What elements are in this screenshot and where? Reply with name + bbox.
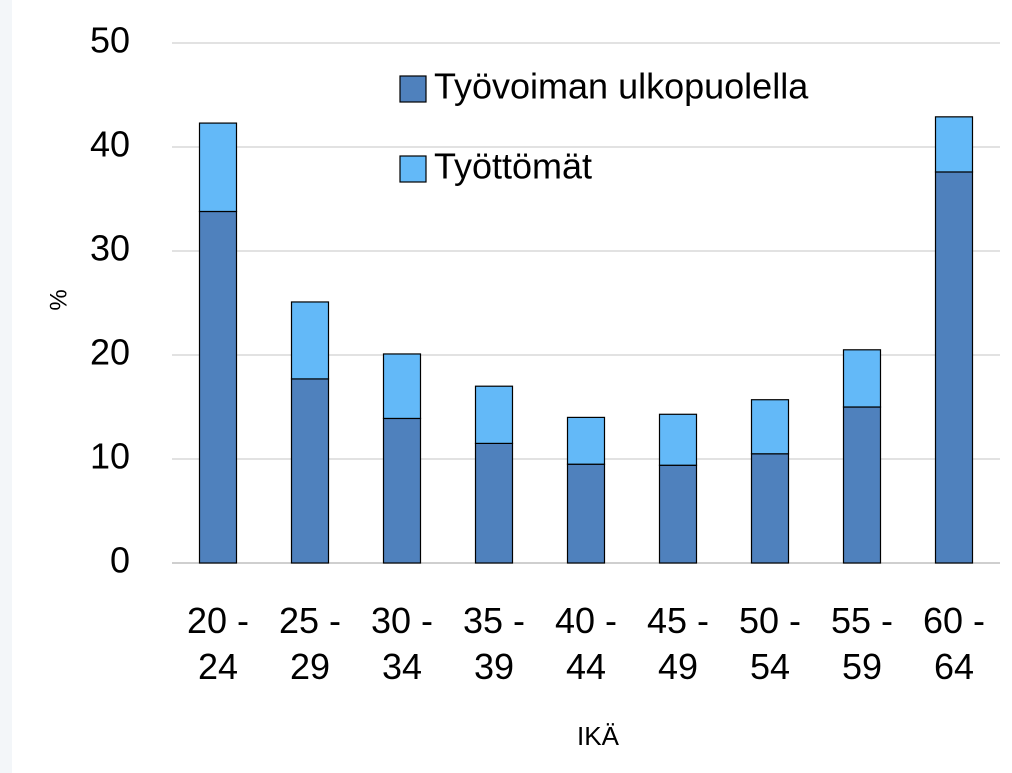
bar-segment xyxy=(290,378,330,564)
bar-segment xyxy=(382,353,422,420)
y-tick-label: 50 xyxy=(90,20,130,61)
bar-segment xyxy=(842,406,882,564)
x-tick-label: 55 - 59 xyxy=(830,600,894,687)
bar-segment xyxy=(750,399,790,455)
y-tick-label: 20 xyxy=(90,332,130,373)
y-tick-label: 30 xyxy=(90,228,130,269)
bar-segment xyxy=(382,417,422,564)
bar-segment xyxy=(842,349,882,408)
bar-segment xyxy=(658,413,698,466)
legend-swatch xyxy=(399,155,427,183)
bar-segment xyxy=(566,463,606,564)
legend-label: Työvoiman ulkopuolella xyxy=(434,66,809,107)
bar-segment xyxy=(750,453,790,564)
x-tick-label: 50 - 54 xyxy=(738,600,802,687)
bar-segment xyxy=(934,116,974,173)
legend-swatch xyxy=(399,75,427,103)
x-tick-label: 60 - 64 xyxy=(922,600,986,687)
y-tick-label: 0 xyxy=(110,540,130,581)
x-axis-label: IKÄ xyxy=(577,721,620,751)
bar-segment xyxy=(290,301,330,380)
y-tick-label: 10 xyxy=(90,436,130,477)
x-tick-label: 30 - 34 xyxy=(370,600,434,687)
bar-segment xyxy=(658,464,698,564)
x-tick-label: 40 - 44 xyxy=(554,600,618,687)
bar-segment xyxy=(934,171,974,564)
bar-segment xyxy=(474,385,514,445)
bar-segment xyxy=(198,122,238,213)
y-tick-label: 40 xyxy=(90,124,130,165)
x-tick-label: 35 - 39 xyxy=(462,600,526,687)
bar-segment xyxy=(474,442,514,564)
legend-label: Työttömät xyxy=(434,146,592,187)
bar-segment xyxy=(198,210,238,564)
y-axis-label: % xyxy=(45,289,72,310)
x-tick-label: 25 - 29 xyxy=(278,600,342,687)
x-tick-label: 45 - 49 xyxy=(646,600,710,687)
bar-segment xyxy=(566,416,606,465)
x-tick-label: 20 - 24 xyxy=(186,600,250,687)
